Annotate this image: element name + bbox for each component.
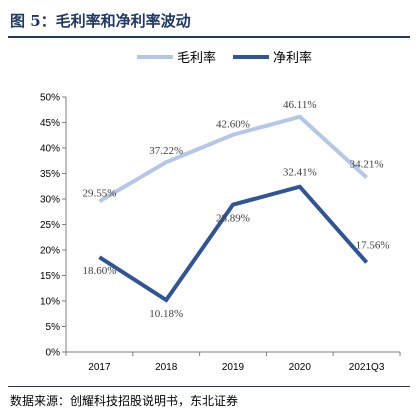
data-label: 32.41% <box>283 167 317 179</box>
data-label: 28.89% <box>216 213 250 225</box>
x-tick-label: 2020 <box>289 362 312 373</box>
data-label: 18.60% <box>82 265 116 277</box>
data-label: 29.55% <box>82 187 116 199</box>
line-chart: 0% 5% 10% 15% 20% 25% 30% 35% 40% 45% 50% 2017 2018 2… <box>40 50 401 373</box>
source-bar: 数据来源：创耀科技招股说明书，东北证券 <box>8 386 410 413</box>
data-label: 37.22% <box>149 145 183 157</box>
legend-label: 净利率 <box>273 50 312 66</box>
y-tick-label: 40% <box>40 144 60 155</box>
chart-title: 图 5：毛利率和净利率波动 <box>10 12 191 30</box>
y-tick-label: 45% <box>40 118 60 129</box>
data-label: 46.11% <box>283 99 317 111</box>
y-tick-label: 15% <box>40 271 60 282</box>
data-label: 42.60% <box>216 119 250 131</box>
gross-margin-line <box>98 114 368 204</box>
x-tick-label: 2017 <box>88 362 111 373</box>
net-margin-line <box>98 184 369 303</box>
y-tick-label: 30% <box>40 195 60 206</box>
y-tick-label: 20% <box>40 246 60 257</box>
y-tick-label: 25% <box>40 220 60 231</box>
data-label: 17.56% <box>356 239 390 251</box>
legend-label: 毛利率 <box>177 50 216 66</box>
y-tick-label: 0% <box>46 348 61 359</box>
title-bar: 图 5：毛利率和净利率波动 <box>8 4 410 38</box>
data-label: 10.18% <box>149 308 183 320</box>
y-tick-label: 50% <box>40 93 60 104</box>
y-tick-label: 10% <box>40 297 60 308</box>
y-tick-label: 5% <box>46 322 61 333</box>
data-label: 34.21% <box>350 159 384 171</box>
x-tick-label: 2018 <box>155 362 178 373</box>
x-tick-label: 2021Q3 <box>349 362 385 373</box>
source-note: 数据来源：创耀科技招股说明书，东北证券 <box>10 394 239 408</box>
y-tick-label: 35% <box>40 169 60 180</box>
x-tick-label: 2019 <box>222 362 245 373</box>
